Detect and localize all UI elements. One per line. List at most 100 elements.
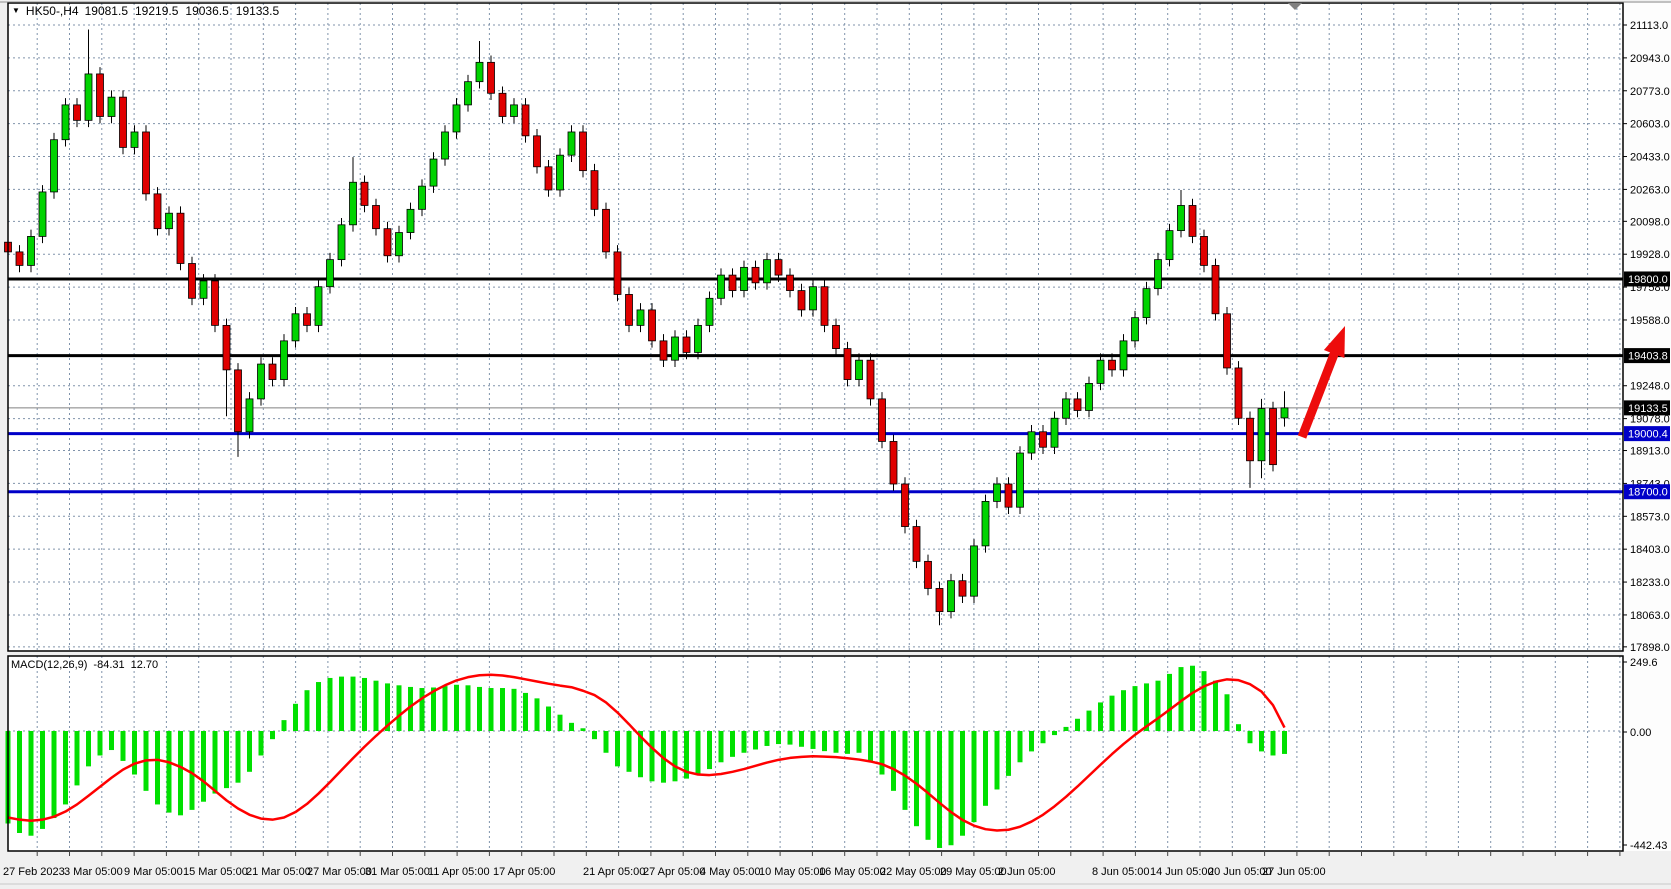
candle-down <box>176 212 185 264</box>
candle-down <box>728 274 737 291</box>
candle-down <box>119 96 127 148</box>
macd-axis[interactable]: 249.6 0.00 -442.43 <box>1623 657 1667 852</box>
time-axis[interactable]: 27 Feb 2023 3 Mar 05:00 9 Mar 05:00 15 Mar … <box>3 851 1621 878</box>
time-axis-label: 17 Apr 05:00 <box>493 866 555 878</box>
candle-down <box>682 336 691 353</box>
macd-histogram-bar <box>362 677 367 731</box>
macd-histogram-bar <box>799 731 804 747</box>
candle-up <box>280 340 288 380</box>
price-axis[interactable]: 21113.0 20943.0 20773.0 20603.0 20433.0 20263… <box>1623 20 1670 654</box>
hline-layer[interactable] <box>8 277 1623 494</box>
macd-histogram-bar <box>1029 731 1034 752</box>
macd-histogram-bar <box>396 685 402 731</box>
candle-up <box>705 297 714 326</box>
price-tag-label: 19133.5 <box>1628 403 1668 415</box>
macd-histogram-bar <box>684 731 689 779</box>
macd-histogram-bar <box>1063 726 1069 731</box>
macd-axis-label: 249.6 <box>1630 657 1658 669</box>
time-axis-label: 8 Jun 05:00 <box>1092 866 1150 878</box>
time-axis-label: 11 Apr 05:00 <box>428 866 490 878</box>
candle-up <box>510 104 518 117</box>
macd-histogram-bar <box>373 680 379 731</box>
macd-histogram-bar <box>764 731 770 746</box>
macd-histogram-bar <box>431 687 436 731</box>
candle-down <box>832 324 840 349</box>
macd-histogram-bar <box>465 685 471 731</box>
macd-histogram-bar <box>1167 673 1172 731</box>
macd-signal-line <box>7 673 1286 832</box>
macd-histogram-bar <box>948 731 954 846</box>
candle-down <box>843 348 852 380</box>
time-axis-label: 4 May 05:00 <box>700 866 761 878</box>
macd-histogram-bar <box>592 731 597 740</box>
macd-histogram-bar <box>17 731 22 833</box>
candle-up <box>291 313 300 342</box>
price-tag-label: 19800.0 <box>1628 274 1668 286</box>
candle-down <box>648 309 656 342</box>
macd-histogram-bar <box>1259 731 1264 752</box>
candle-down <box>774 259 783 276</box>
macd-histogram-bar <box>534 698 540 731</box>
macd-histogram-bar <box>201 731 206 802</box>
macd-histogram-bar <box>787 731 793 745</box>
macd-histogram-bar <box>810 731 816 749</box>
candle-down <box>211 280 219 326</box>
candle-up <box>1154 259 1162 290</box>
candle-down <box>96 73 104 117</box>
candle-down <box>222 324 231 371</box>
candle-down <box>797 290 806 311</box>
candle-down <box>935 588 944 613</box>
price-tag-label: 18700.0 <box>1628 487 1668 499</box>
candle-down <box>579 131 587 172</box>
macd-histogram-bar <box>1075 718 1080 731</box>
candle-down <box>901 483 909 527</box>
candle-down <box>613 251 622 295</box>
candle-down <box>1108 359 1116 371</box>
macd-histogram-bar <box>120 731 126 761</box>
candle-up <box>84 73 93 121</box>
candle-down <box>533 135 541 168</box>
macd-histogram-bar <box>1247 731 1253 744</box>
time-axis-label: 20 Jun 05:00 <box>1208 866 1272 878</box>
candle-up <box>1165 230 1174 261</box>
ohlc-open: 19081.5 <box>84 4 128 18</box>
candle-down <box>142 131 150 195</box>
macd-histogram-bar <box>327 677 333 731</box>
macd-histogram-bar <box>776 731 781 745</box>
symbol-dropdown-icon[interactable]: ▼ <box>12 5 20 15</box>
time-axis-label: 27 Mar 05:00 <box>307 866 372 878</box>
macd-axis-label: -442.43 <box>1630 840 1667 852</box>
price-axis-label: 18233.0 <box>1630 577 1670 589</box>
price-axis-label: 17898.0 <box>1630 642 1670 654</box>
macd-indicator-label: MACD(12,26,9) -84.31 12.70 <box>11 659 158 671</box>
candle-up <box>636 309 645 326</box>
candle-up <box>429 158 438 187</box>
macd-histogram-bar <box>166 731 172 813</box>
macd-histogram-bar <box>442 686 448 731</box>
candle-up <box>464 81 472 106</box>
price-axis-label: 19078.0 <box>1630 414 1670 426</box>
candle-up <box>257 363 265 400</box>
macd-histogram-bar <box>845 731 850 754</box>
time-axis-label: 27 Feb 2023 <box>3 866 65 878</box>
macd-histogram-bar <box>833 731 839 753</box>
candle-down <box>866 359 875 400</box>
macd-histogram-bar <box>960 731 965 836</box>
candle-up <box>740 266 748 291</box>
candle-down <box>303 313 311 326</box>
candle-up <box>452 104 461 133</box>
macd-histogram-bar <box>1190 665 1195 731</box>
price-tag-label: 19000.4 <box>1628 429 1668 441</box>
price-axis-label: 19248.0 <box>1630 381 1670 393</box>
arrow-annotation[interactable] <box>1297 326 1345 439</box>
candle-up <box>1131 317 1139 342</box>
candle-down <box>659 340 668 361</box>
chart-shift-marker-icon[interactable] <box>1288 3 1302 10</box>
macd-histogram-bar <box>189 731 195 810</box>
candle-up <box>245 398 254 433</box>
candle-up <box>1119 340 1128 371</box>
macd-histogram-bar <box>304 690 310 731</box>
candle-up <box>165 212 173 230</box>
